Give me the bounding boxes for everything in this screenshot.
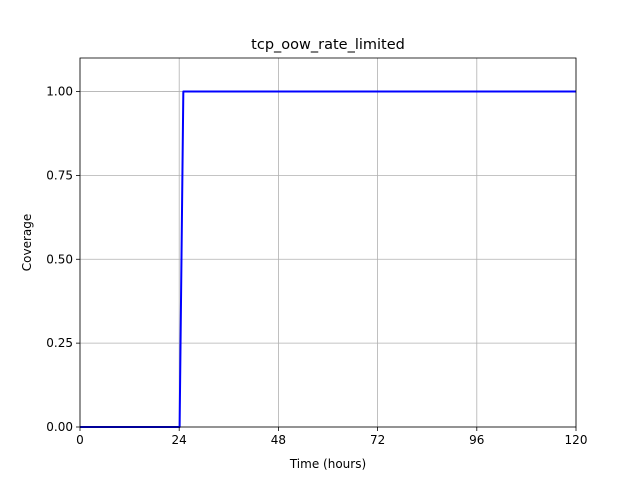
x-tick-label: 24 <box>172 433 187 447</box>
x-tick-label: 72 <box>370 433 385 447</box>
grid-lines <box>79 58 577 428</box>
chart-title: tcp_oow_rate_limited <box>251 37 405 53</box>
x-tick-label: 48 <box>271 433 286 447</box>
y-tick-label: 0.25 <box>46 336 73 350</box>
y-axis-label: Coverage <box>20 214 34 272</box>
x-tick-label: 96 <box>469 433 484 447</box>
y-tick-label: 0.75 <box>46 168 73 182</box>
x-tick-label: 0 <box>76 433 84 447</box>
x-axis-label: Time (hours) <box>289 457 366 471</box>
y-tick-label: 1.00 <box>46 85 73 99</box>
plot-frame <box>79 57 577 428</box>
y-tick-label: 0.50 <box>46 252 73 266</box>
axis-ticks: 0 24 48 72 96 120 0.00 0.25 0.50 0.75 1.00 <box>46 85 587 447</box>
x-tick-label: 120 <box>565 433 588 447</box>
y-tick-label: 0.00 <box>46 420 73 434</box>
